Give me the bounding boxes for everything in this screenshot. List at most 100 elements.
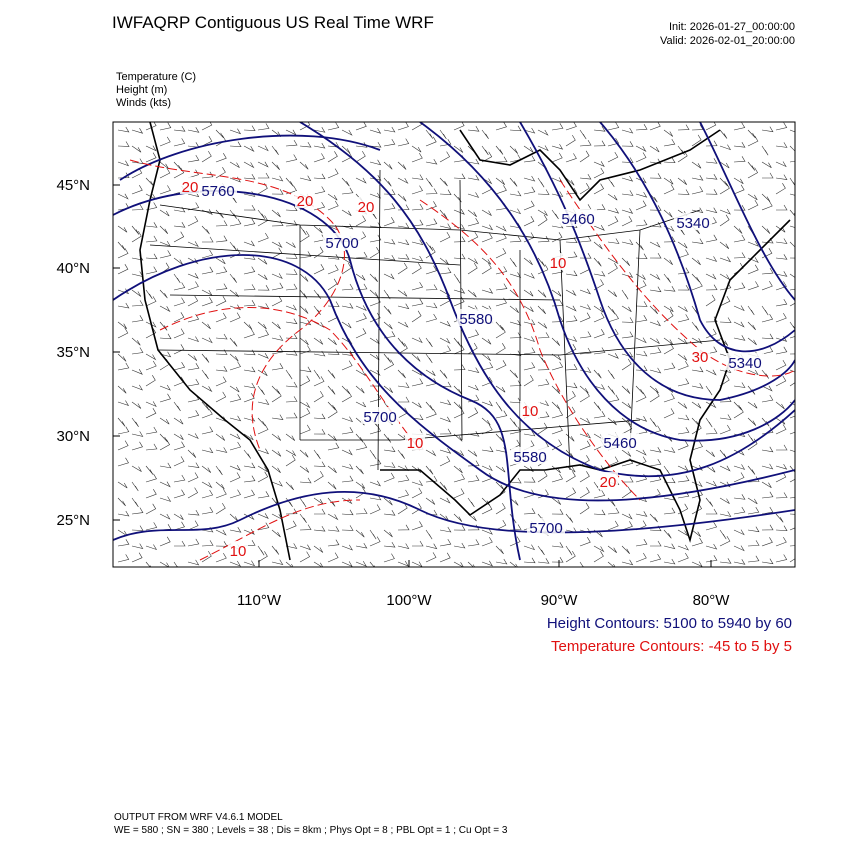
wind-barb (229, 273, 237, 283)
wind-barb (229, 289, 239, 298)
wind-barb (705, 256, 718, 262)
wind-barb (383, 273, 395, 280)
wind-barb (187, 215, 199, 227)
wind-barb (271, 321, 281, 330)
wind-barb (649, 553, 662, 563)
wind-barb (621, 385, 631, 394)
wind-barb (341, 187, 354, 195)
wind-barb (733, 382, 746, 388)
wind-barb (173, 456, 185, 467)
wind-barb (299, 225, 307, 236)
wind-barb (439, 481, 448, 491)
wind-barb (271, 241, 283, 248)
wind-barb (131, 525, 144, 531)
wind-barb (635, 253, 648, 260)
wind-barb (145, 235, 158, 243)
wind-barb (453, 364, 466, 371)
wind-barb (285, 304, 298, 311)
wind-barb (313, 127, 326, 133)
contour-labels: 5760 5700 5580 5460 5340 5340 5700 5460 5580 5700… (180, 177, 764, 560)
wind-barb (453, 296, 465, 307)
wind-barb (579, 253, 592, 259)
wind-barb (131, 401, 142, 409)
wind-barb (397, 289, 408, 297)
wind-barb (313, 350, 326, 357)
wind-barb (215, 529, 227, 536)
wind-barb (453, 525, 466, 531)
wind-barb (775, 225, 786, 233)
wind-barb (747, 465, 756, 475)
wind-barb (719, 214, 730, 227)
wind-barb (299, 273, 309, 282)
wind-barb (215, 283, 228, 291)
wind-barb (761, 145, 769, 156)
wind-barb (537, 332, 550, 339)
wind-barb (215, 296, 227, 307)
wind-barb (775, 122, 788, 131)
wind-barb (397, 369, 406, 379)
wind-barb (257, 329, 269, 339)
wind-barb (117, 554, 130, 563)
wind-barb (775, 312, 787, 323)
wind-barb (159, 462, 172, 469)
wind-barb (173, 489, 185, 499)
wind-barb (285, 543, 298, 549)
wind-barb (117, 193, 129, 200)
wind-barb (551, 425, 563, 435)
wind-barb (691, 337, 703, 345)
wind-barb (201, 447, 214, 454)
wind-barb (705, 480, 718, 487)
wind-barb (257, 273, 268, 281)
wind-barb (299, 513, 307, 523)
wind-barb (243, 218, 256, 227)
wind-barb (201, 353, 210, 363)
wind-barb (775, 401, 785, 410)
wind-barb (131, 271, 144, 277)
wind-barb (789, 353, 795, 355)
wind-barb (117, 417, 126, 427)
wind-barb (565, 471, 576, 483)
wind-barb (243, 266, 256, 275)
wind-barb (117, 264, 129, 275)
wind-barb (579, 150, 590, 163)
wind-barb (467, 475, 480, 483)
wind-barb (131, 289, 142, 297)
wind-barb (733, 529, 745, 536)
wind-barb (789, 273, 795, 278)
wind-barb (215, 376, 227, 387)
wind-barb (565, 251, 578, 259)
wind-barb (650, 540, 662, 547)
wind-barb (425, 241, 434, 251)
wind-barb (691, 257, 701, 266)
wind-barb (551, 316, 564, 323)
wind-barb (439, 257, 449, 265)
wind-barb (229, 465, 241, 471)
wind-barb (789, 145, 795, 152)
wind-barb (523, 319, 536, 325)
wind-barb (369, 494, 382, 501)
wind-barb (495, 225, 507, 232)
wind-barb (467, 407, 479, 419)
wind-barb (117, 481, 128, 489)
wind-barb (229, 385, 240, 393)
wind-barb (733, 225, 743, 234)
wind-barb (509, 561, 518, 567)
wind-barb (761, 346, 774, 355)
wind-barb (355, 487, 366, 499)
wind-barb (691, 366, 704, 373)
temperature-contours (129, 159, 795, 561)
wind-barb (117, 160, 130, 167)
wind-barb (327, 349, 340, 355)
wind-barb (299, 161, 309, 170)
wind-barb (243, 433, 254, 441)
wind-barb (719, 296, 731, 307)
wind-barb (131, 145, 142, 153)
wind-barb (621, 317, 634, 323)
wind-barb (425, 497, 436, 505)
wind-barb (761, 172, 774, 179)
wind-barb (789, 513, 795, 515)
wind-barb (187, 433, 199, 440)
wind-barb (677, 305, 688, 312)
wind-barb (677, 241, 688, 249)
wind-barb (285, 396, 298, 403)
